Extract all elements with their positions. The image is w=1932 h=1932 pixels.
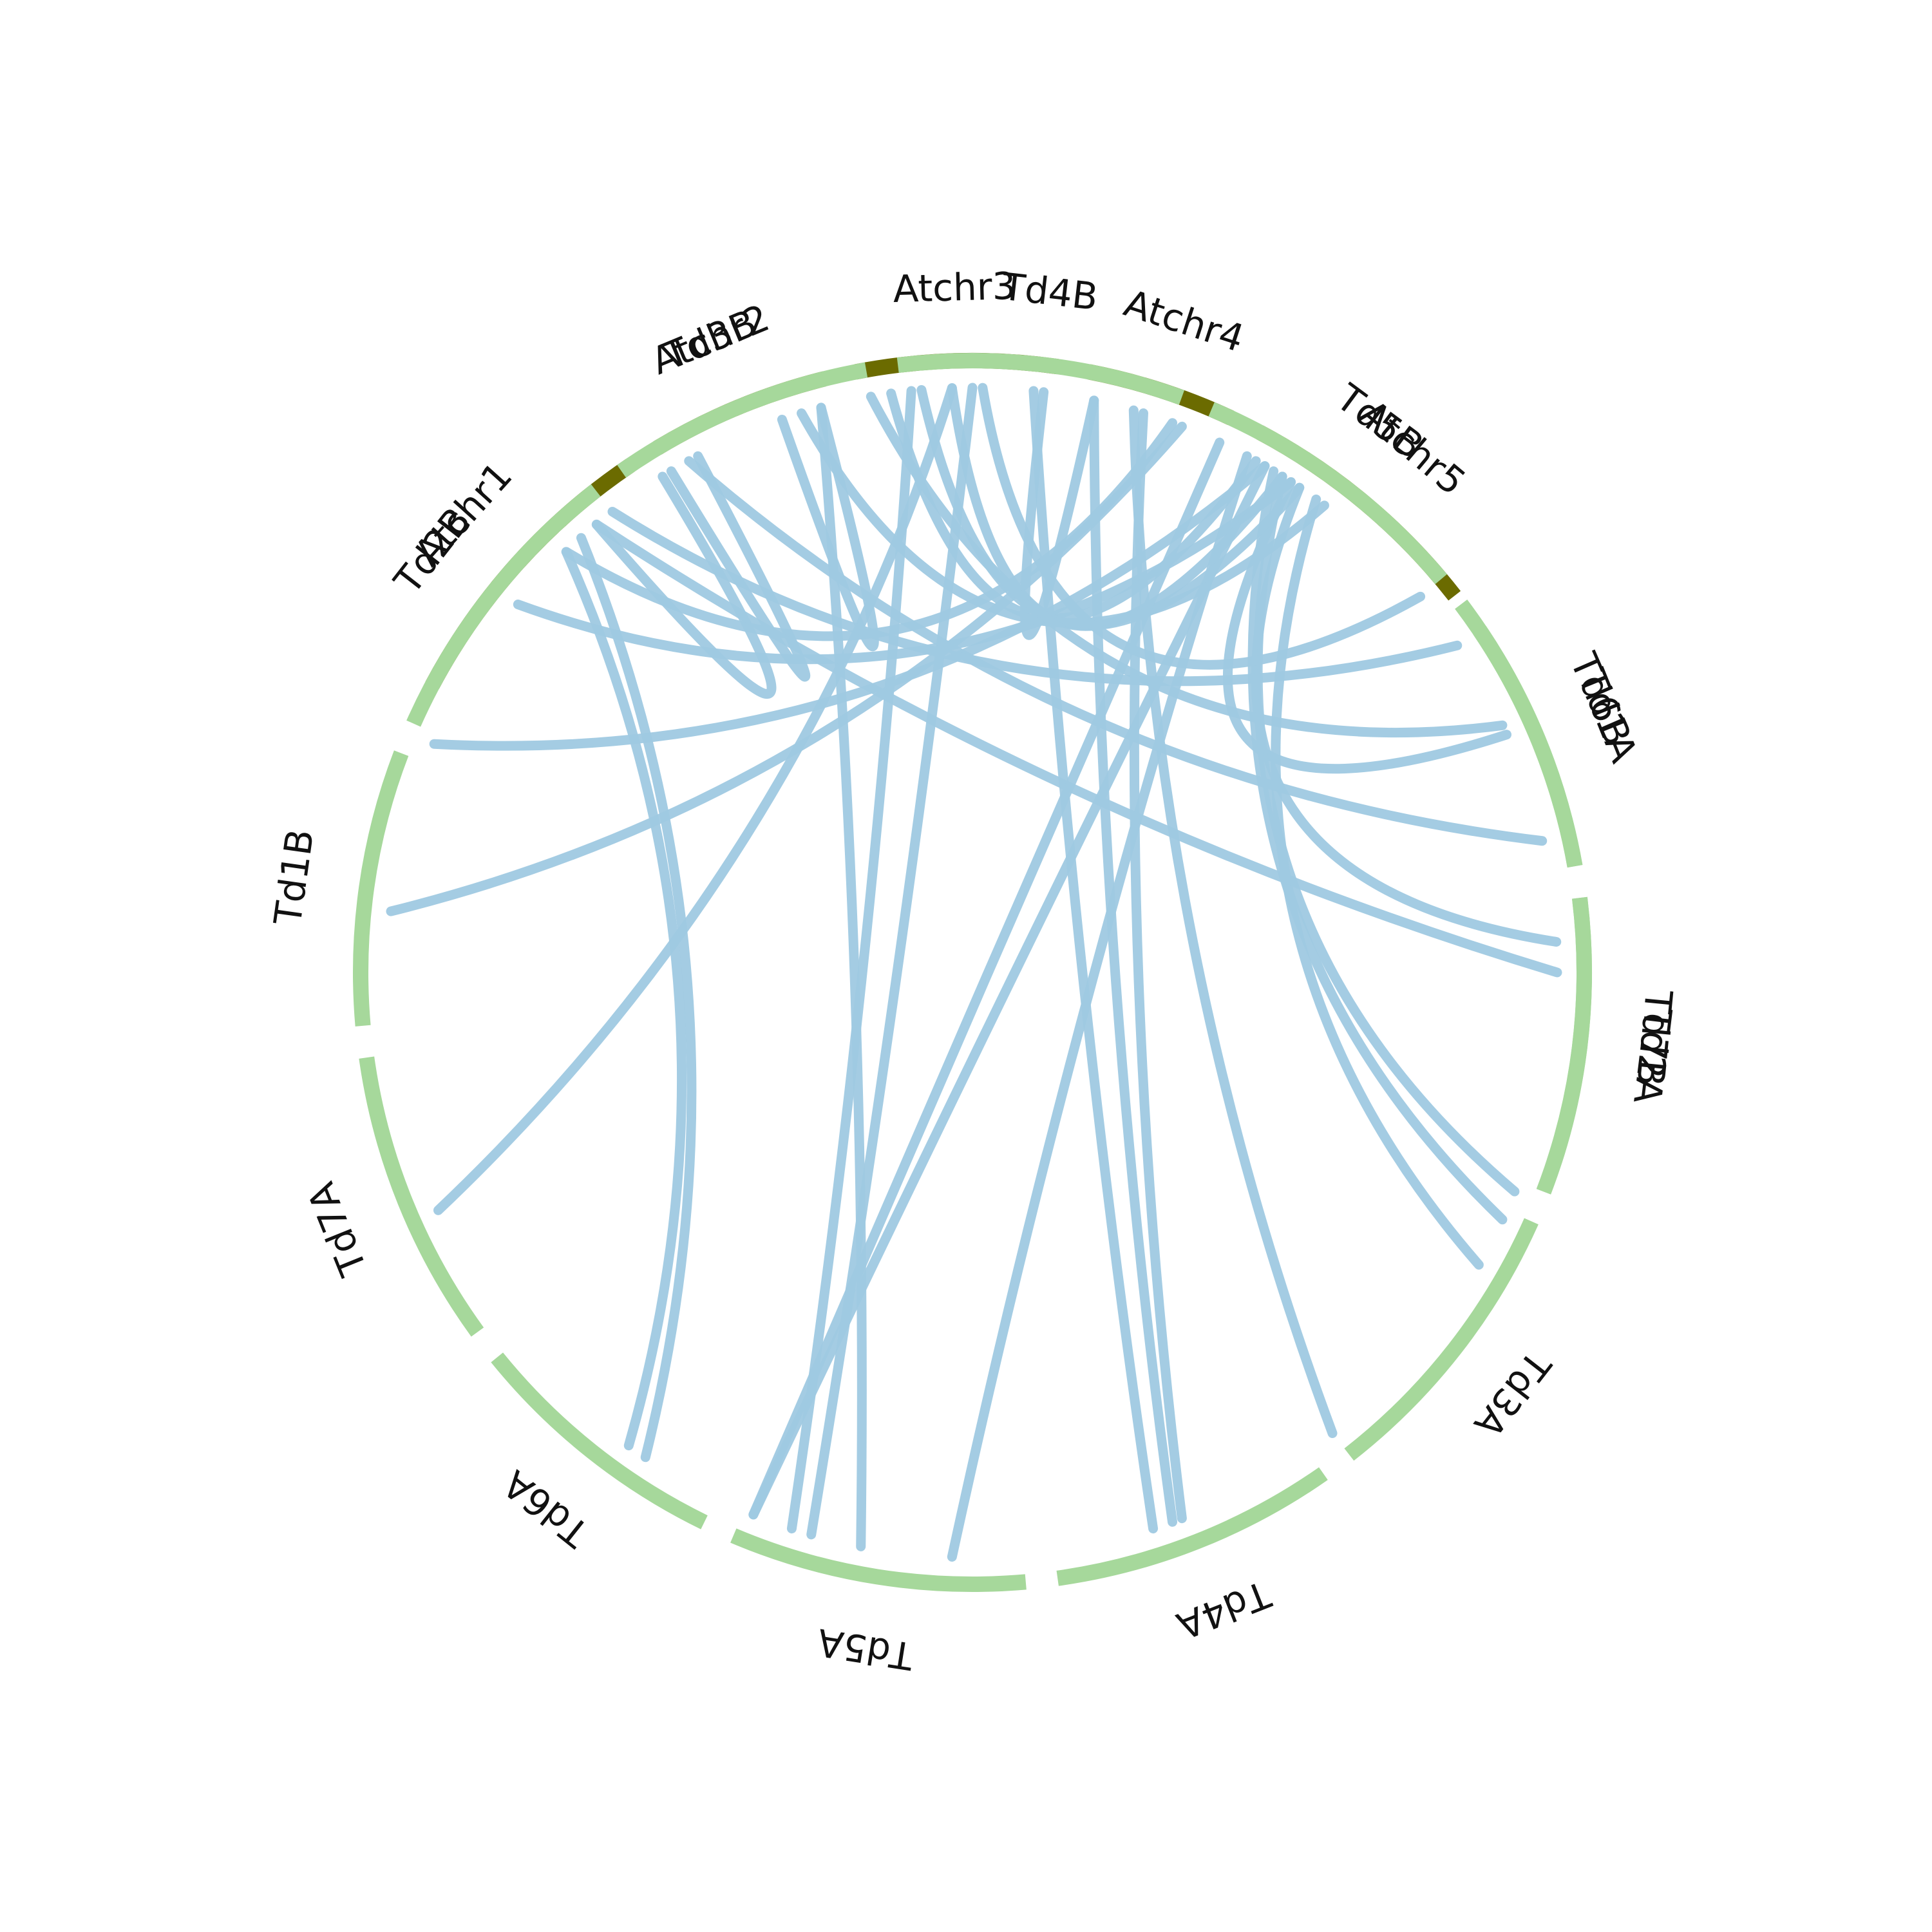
chromosome-segment-td7b — [1547, 896, 1592, 1164]
chromosome-segment-td6b — [1455, 600, 1583, 868]
chromosome-label-td6a: Td6A — [495, 1461, 598, 1556]
synteny-link — [684, 456, 1548, 846]
chromosome-label-td6b: Td6B — [1561, 646, 1640, 752]
synteny-link — [1028, 386, 1159, 1534]
chromosome-segment-td5a — [730, 1528, 1027, 1592]
synteny-link — [806, 383, 978, 1540]
chromosome-segment-td1b — [353, 750, 409, 1027]
synteny-link — [1128, 405, 1338, 1439]
synteny-link — [561, 547, 687, 1451]
chromosome-label-td3a: Td3A — [1466, 1343, 1560, 1446]
chromosome-label-td5a: Td5A — [814, 1620, 916, 1679]
synteny-link — [607, 506, 1463, 687]
synteny-link — [797, 408, 1329, 628]
synteny-link — [1020, 387, 1099, 640]
chromosome-label-td4a: Td4A — [1171, 1572, 1277, 1648]
chromosome-ring — [353, 353, 1592, 1592]
synteny-link — [748, 437, 1225, 1520]
synteny-link — [1271, 494, 1484, 1270]
chromosome-segment-td3b — [617, 362, 868, 478]
chromosome-label-td3b: Td3B — [657, 301, 763, 378]
synteny-link — [433, 383, 957, 1215]
chromosome-segment-td4b — [896, 353, 1185, 405]
chromosome-segment-td3a — [1344, 1218, 1539, 1461]
chromosome-segment-td5b — [1208, 402, 1447, 585]
chromosome-label-td1b: Td1B — [265, 826, 322, 928]
synteny-links — [386, 383, 1562, 1562]
synteny-link — [748, 461, 1270, 1520]
synteny-link — [591, 471, 777, 699]
chromosome-segment-td6a — [491, 1352, 708, 1530]
synteny-link — [866, 392, 1508, 738]
synteny-link — [386, 421, 1187, 916]
chromosome-segment-td7a — [359, 1056, 484, 1337]
chromosome-label-atchr3: Atchr3 — [893, 264, 1017, 311]
synteny-link — [1089, 395, 1178, 1527]
chromosome-segment-td4a — [1056, 1467, 1328, 1586]
chromosome-segment-td2b — [406, 484, 601, 727]
chromosome-label-atchr4: Atchr4 — [1119, 281, 1249, 361]
synteny-link — [777, 402, 879, 652]
chromosome-label-td7b: Td7B — [1628, 988, 1681, 1088]
synteny-link — [576, 533, 697, 1463]
chromosome-label-td7a: Td7A — [299, 1177, 375, 1283]
chromosome-label-td4b: Td4B — [999, 265, 1101, 319]
synteny-link — [786, 386, 916, 1534]
synteny-link — [1223, 477, 1511, 774]
